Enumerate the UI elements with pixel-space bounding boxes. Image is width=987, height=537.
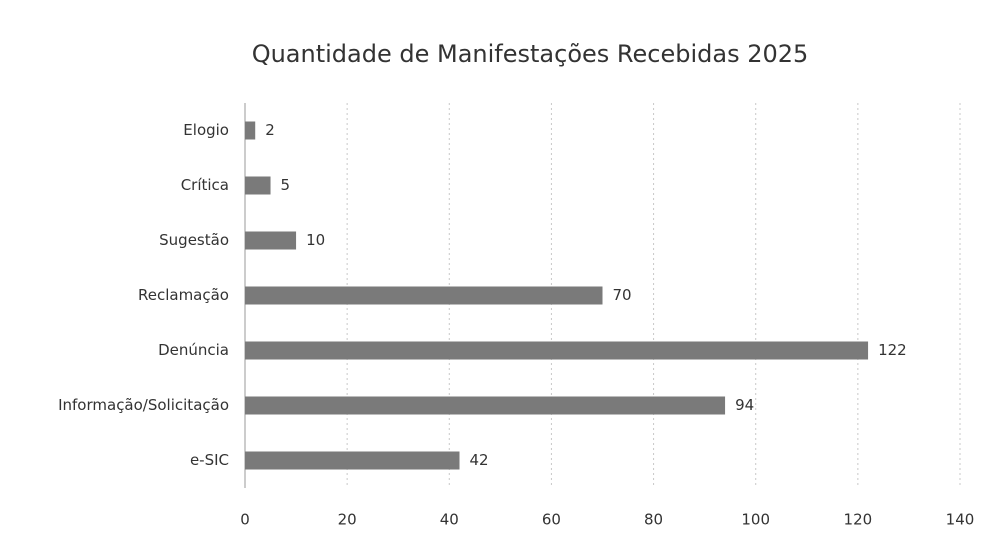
value-label: 5 bbox=[281, 176, 291, 194]
bar bbox=[245, 341, 869, 360]
x-tick-label: 80 bbox=[644, 511, 663, 529]
y-tick-label: Sugestão bbox=[159, 231, 229, 249]
y-tick-label: Informação/Solicitação bbox=[58, 396, 229, 414]
y-tick-label: Denúncia bbox=[158, 341, 229, 359]
bar bbox=[245, 286, 603, 305]
x-tick-label: 60 bbox=[542, 511, 561, 529]
x-tick-label: 120 bbox=[844, 511, 873, 529]
y-tick-label: e-SIC bbox=[190, 451, 229, 469]
value-label: 94 bbox=[735, 396, 754, 414]
bar bbox=[245, 451, 460, 470]
chart-title: Quantidade de Manifestações Recebidas 20… bbox=[252, 40, 809, 68]
bar bbox=[245, 121, 256, 140]
x-tick-label: 100 bbox=[741, 511, 770, 529]
x-tick-label: 0 bbox=[240, 511, 250, 529]
x-tick-label: 40 bbox=[440, 511, 459, 529]
value-label: 10 bbox=[306, 231, 325, 249]
bar bbox=[245, 176, 271, 195]
y-tick-label: Elogio bbox=[183, 121, 229, 139]
y-tick-label: Crítica bbox=[181, 176, 229, 194]
x-tick-label: 140 bbox=[946, 511, 975, 529]
value-label: 2 bbox=[265, 121, 275, 139]
value-label: 42 bbox=[470, 451, 489, 469]
value-label: 122 bbox=[878, 341, 907, 359]
bar bbox=[245, 231, 297, 250]
y-tick-label: Reclamação bbox=[138, 286, 229, 304]
x-tick-label: 20 bbox=[338, 511, 357, 529]
bar bbox=[245, 396, 726, 415]
value-label: 70 bbox=[613, 286, 632, 304]
